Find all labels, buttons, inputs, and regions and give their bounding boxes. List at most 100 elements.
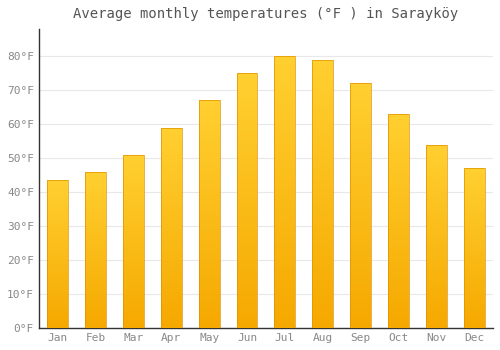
Bar xyxy=(161,196,182,198)
Bar xyxy=(198,117,220,119)
Bar xyxy=(48,180,68,182)
Bar xyxy=(85,222,106,223)
Bar xyxy=(274,97,295,100)
Bar xyxy=(85,248,106,250)
Bar xyxy=(123,160,144,162)
Bar xyxy=(161,302,182,304)
Bar xyxy=(388,138,409,140)
Bar xyxy=(312,320,333,323)
Bar xyxy=(161,266,182,268)
Bar xyxy=(388,313,409,315)
Bar xyxy=(312,296,333,299)
Bar xyxy=(161,212,182,214)
Bar xyxy=(161,132,182,134)
Bar xyxy=(85,189,106,191)
Bar xyxy=(198,189,220,191)
Bar xyxy=(388,258,409,260)
Bar xyxy=(85,289,106,290)
Bar xyxy=(236,234,258,236)
Bar xyxy=(312,309,333,312)
Bar xyxy=(312,199,333,202)
Bar xyxy=(464,295,484,296)
Bar xyxy=(198,100,220,328)
Bar xyxy=(236,96,258,99)
Bar xyxy=(426,292,446,293)
Bar xyxy=(161,142,182,144)
Bar xyxy=(274,252,295,255)
Bar xyxy=(198,230,220,232)
Bar xyxy=(161,286,182,288)
Bar xyxy=(274,143,295,146)
Bar xyxy=(388,324,409,326)
Bar xyxy=(274,138,295,141)
Bar xyxy=(464,288,484,290)
Bar xyxy=(388,114,409,116)
Bar xyxy=(350,260,371,262)
Bar xyxy=(48,278,68,279)
Bar xyxy=(48,322,68,324)
Bar xyxy=(388,204,409,206)
Bar xyxy=(426,293,446,295)
Bar xyxy=(274,176,295,178)
Bar xyxy=(161,158,182,160)
Bar xyxy=(123,214,144,216)
Bar xyxy=(388,118,409,120)
Bar xyxy=(161,192,182,194)
Bar xyxy=(198,208,220,210)
Bar xyxy=(388,210,409,212)
Bar xyxy=(426,290,446,292)
Bar xyxy=(236,99,258,101)
Bar xyxy=(312,159,333,162)
Bar xyxy=(123,170,144,172)
Bar xyxy=(161,310,182,312)
Bar xyxy=(426,163,446,165)
Bar xyxy=(464,277,484,279)
Bar xyxy=(426,284,446,286)
Bar xyxy=(198,205,220,208)
Bar xyxy=(123,234,144,236)
Bar xyxy=(388,292,409,294)
Bar xyxy=(464,256,484,258)
Bar xyxy=(388,217,409,219)
Bar xyxy=(123,250,144,252)
Bar xyxy=(274,135,295,138)
Bar xyxy=(85,314,106,316)
Bar xyxy=(123,216,144,217)
Bar xyxy=(350,255,371,257)
Bar xyxy=(123,210,144,212)
Bar xyxy=(274,70,295,72)
Bar xyxy=(48,282,68,284)
Bar xyxy=(48,319,68,321)
Bar xyxy=(161,284,182,286)
Bar xyxy=(198,299,220,301)
Bar xyxy=(350,267,371,270)
Bar xyxy=(388,245,409,247)
Bar xyxy=(198,278,220,280)
Bar xyxy=(464,322,484,323)
Bar xyxy=(350,311,371,314)
Bar xyxy=(161,224,182,226)
Bar xyxy=(350,277,371,279)
Bar xyxy=(161,304,182,306)
Bar xyxy=(48,269,68,271)
Bar xyxy=(464,245,484,247)
Bar xyxy=(48,302,68,303)
Bar xyxy=(198,317,220,319)
Bar xyxy=(274,301,295,304)
Bar xyxy=(426,321,446,323)
Bar xyxy=(198,126,220,128)
Bar xyxy=(48,225,68,226)
Bar xyxy=(161,316,182,318)
Bar xyxy=(236,158,258,160)
Bar xyxy=(274,238,295,241)
Bar xyxy=(464,224,484,226)
Bar xyxy=(388,206,409,208)
Bar xyxy=(426,225,446,227)
Bar xyxy=(161,292,182,294)
Bar xyxy=(48,244,68,245)
Bar xyxy=(388,253,409,256)
Bar xyxy=(312,119,333,121)
Bar xyxy=(426,247,446,249)
Bar xyxy=(464,264,484,266)
Bar xyxy=(426,146,446,148)
